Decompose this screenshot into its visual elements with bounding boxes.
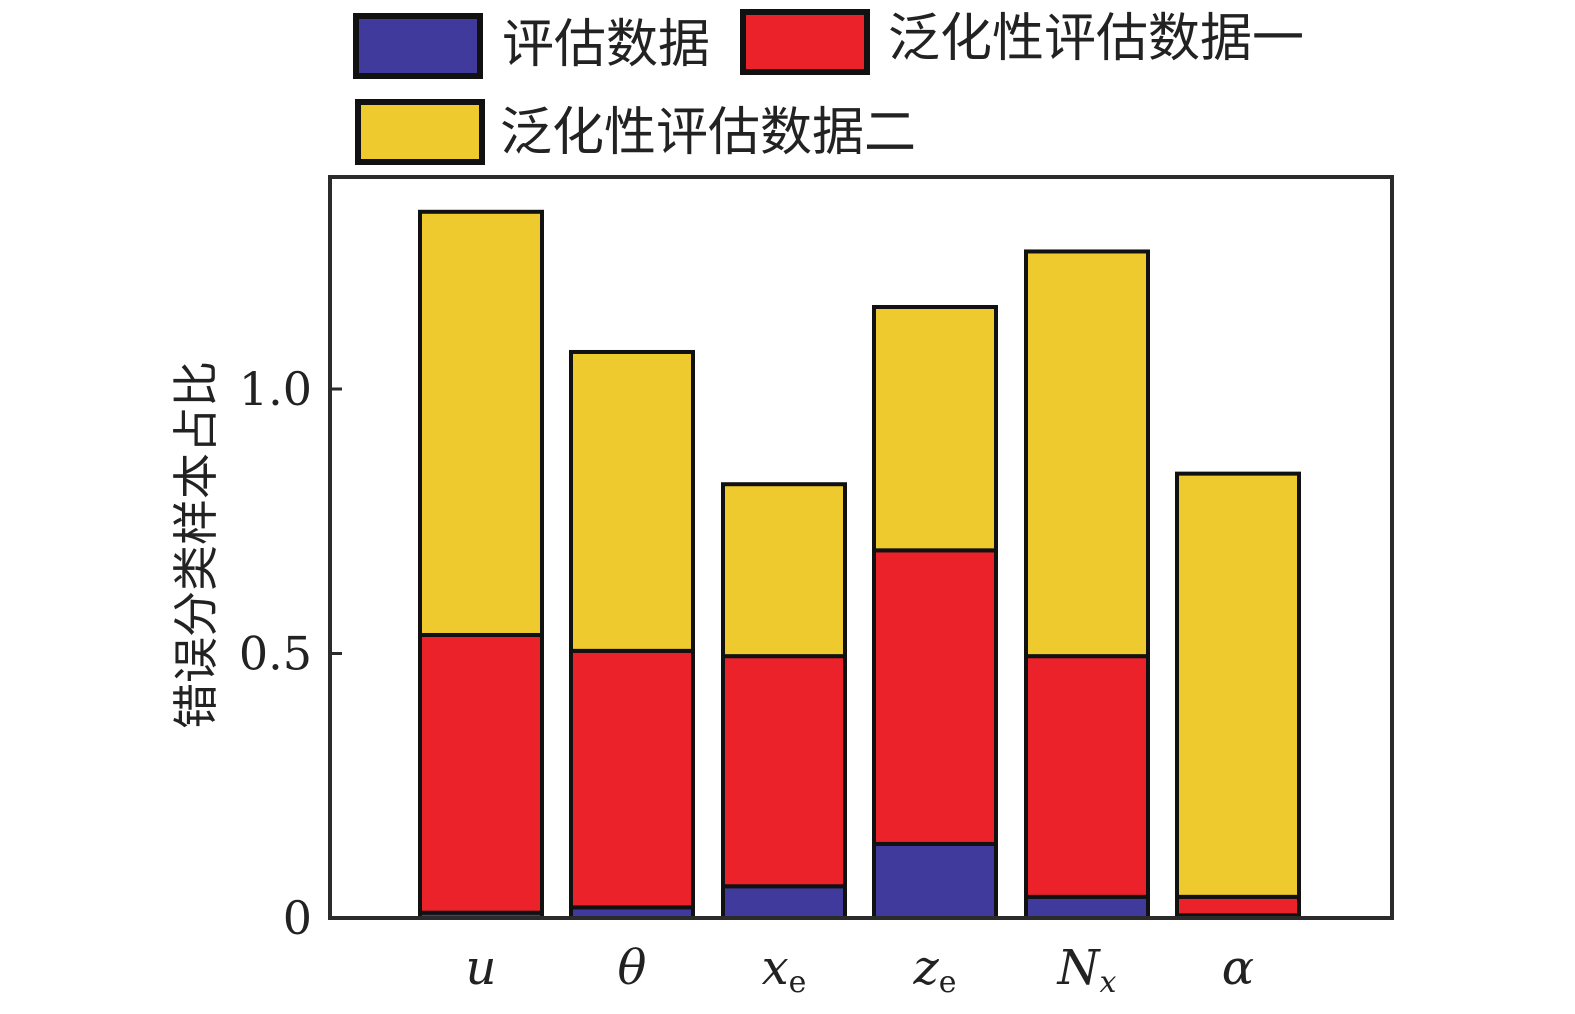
plot-frame: [328, 175, 1394, 920]
y-tick-label-1: 0: [283, 891, 312, 945]
bar-1-series-3: [418, 209, 544, 637]
bar-5-series-2: [1024, 654, 1150, 899]
bars-group: [418, 209, 1301, 921]
bar-4-series-2: [872, 548, 998, 846]
legend-label-2: 泛化性评估数据一: [888, 9, 1304, 69]
bar-6-series-2: [1175, 894, 1301, 918]
x-tick-label-2: θ: [618, 940, 647, 996]
legend-label-3: 泛化性评估数据二: [500, 103, 916, 163]
bar-3-series-2: [721, 654, 847, 889]
x-tick-label-6: α: [1222, 940, 1254, 996]
legend-swatch-3: [355, 99, 485, 165]
x-tick-label-5: Nx: [1057, 940, 1117, 1000]
bar-3-series-3: [721, 482, 847, 659]
x-tick-label-1: u: [466, 940, 497, 996]
y-tick-label-3: 1.0: [239, 362, 312, 416]
bar-5-series-1: [1024, 894, 1150, 921]
bar-4-series-3: [872, 305, 998, 553]
x-axis-tick-labels: u θ xe ze Nx α: [466, 940, 1255, 1000]
legend-swatch-1: [353, 13, 483, 79]
x-tick-label-3: xe: [762, 940, 807, 1000]
y-tick-label-2: 0.5: [239, 627, 312, 681]
y-axis-label: 错误分类样本占比: [169, 361, 223, 729]
legend-label-1: 评估数据: [502, 15, 710, 75]
legend-swatch-2: [740, 9, 870, 75]
bar-4-series-1: [872, 841, 998, 920]
bar-6-series-3: [1175, 471, 1301, 899]
x-tick-label-4: ze: [912, 940, 956, 1000]
y-axis-ticks: 0 0.5 1.0: [239, 362, 342, 945]
bar-1-series-2: [418, 632, 544, 915]
bar-3-series-1: [721, 884, 847, 921]
bar-2-series-3: [569, 349, 695, 653]
bar-2-series-2: [569, 648, 695, 910]
bar-5-series-3: [1024, 249, 1150, 659]
